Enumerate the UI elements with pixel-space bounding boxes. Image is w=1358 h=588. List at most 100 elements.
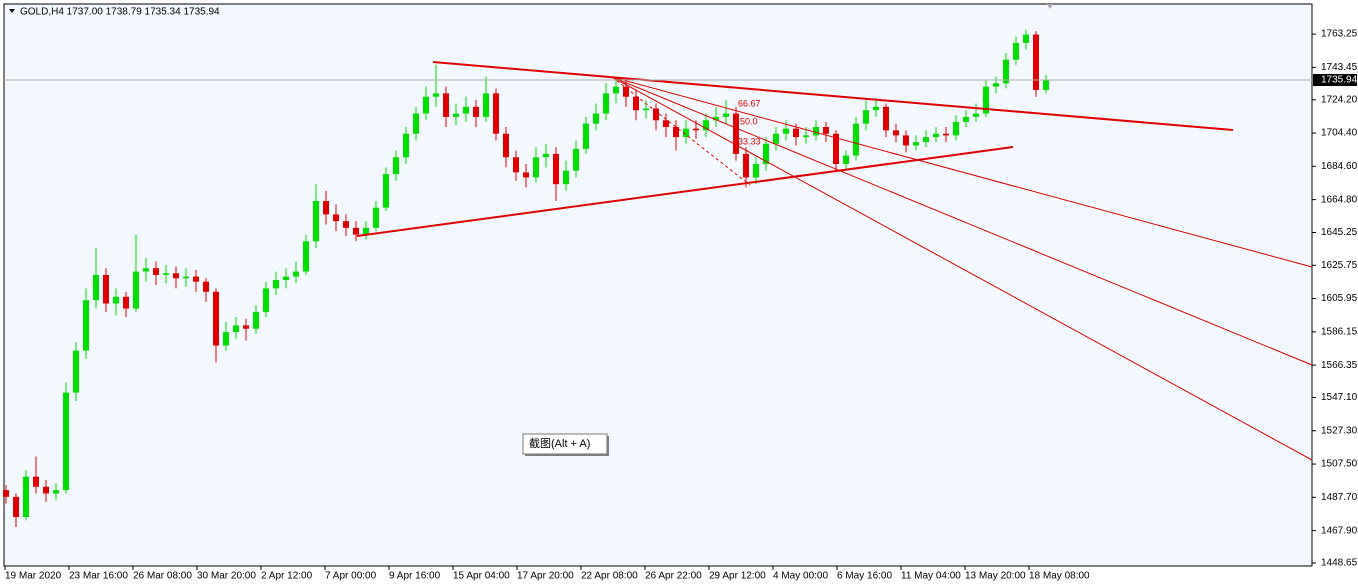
fan-label: 33.33 <box>738 136 761 146</box>
candle-body <box>613 86 619 94</box>
candle-body <box>943 133 949 136</box>
candle-body <box>73 350 79 393</box>
candle-body <box>463 106 469 114</box>
candle-body <box>113 296 119 304</box>
candle-body <box>623 86 629 97</box>
x-tick-label: 26 Apr 22:00 <box>645 571 702 582</box>
candle-body <box>103 274 109 304</box>
candle-body <box>93 274 99 301</box>
candle-body <box>83 300 89 351</box>
x-tick-label: 7 Apr 00:00 <box>325 571 377 582</box>
y-tick-label: 1763.25 <box>1321 29 1358 40</box>
candle-body <box>633 96 639 111</box>
candle-body <box>413 113 419 134</box>
candle-body <box>483 93 489 117</box>
last-price-label: 1735.94 <box>1321 75 1358 86</box>
candle-body <box>13 496 19 518</box>
candle-body <box>43 486 49 494</box>
chart-title: GOLD,H4 1737.00 1738.79 1735.34 1735.94 <box>20 7 220 18</box>
candle-body <box>813 126 819 136</box>
candle-body <box>873 106 879 111</box>
fan-label: 50.0 <box>740 116 758 126</box>
candle-body <box>743 153 749 178</box>
candle-body <box>533 157 539 178</box>
x-tick-label: 19 Mar 2020 <box>5 571 62 582</box>
candle-body <box>593 113 599 124</box>
y-tick-label: 1704.40 <box>1321 128 1358 139</box>
fan-line <box>611 76 1313 366</box>
candle-body <box>203 281 209 292</box>
y-tick-label: 1664.80 <box>1321 194 1358 205</box>
menu-arrow[interactable] <box>9 9 15 13</box>
y-tick-label: 1507.50 <box>1321 459 1358 470</box>
candle-body <box>793 128 799 138</box>
x-tick-label: 11 May 04:00 <box>901 571 961 582</box>
candle-body <box>503 133 509 158</box>
x-tick-label: 22 Apr 08:00 <box>581 571 638 582</box>
candle-body <box>353 227 359 235</box>
x-tick-label: 26 Mar 08:00 <box>133 571 192 582</box>
x-tick-label: 29 Apr 12:00 <box>709 571 766 582</box>
candle-body <box>433 93 439 97</box>
candle-body <box>493 93 499 134</box>
x-tick-label: 23 Mar 16:00 <box>69 571 128 582</box>
candle-body <box>133 271 139 309</box>
plot-area <box>3 3 1313 567</box>
candle-body <box>333 214 339 222</box>
candle-body <box>373 207 379 228</box>
candle-body <box>23 476 29 518</box>
candle-body <box>123 296 129 309</box>
candle-body <box>893 130 899 136</box>
candle-body <box>603 93 609 114</box>
y-tick-label: 1743.45 <box>1321 62 1358 73</box>
candle-body <box>713 116 719 121</box>
y-tick-label: 1645.25 <box>1321 227 1358 238</box>
candle-body <box>3 490 9 497</box>
candle-body <box>703 120 709 131</box>
candle-body <box>303 241 309 272</box>
candle-body <box>853 123 859 156</box>
candle-body <box>993 83 999 87</box>
y-tick-label: 1487.70 <box>1321 492 1358 503</box>
candle-body <box>183 276 189 279</box>
y-tick-label: 1547.10 <box>1321 392 1358 403</box>
candle-body <box>573 148 579 171</box>
candle-body <box>583 123 589 149</box>
candle-body <box>1013 42 1019 60</box>
candle-body <box>153 268 159 275</box>
y-tick-label: 1467.90 <box>1321 525 1358 536</box>
candle-body <box>823 126 829 134</box>
candle-body <box>913 142 919 146</box>
x-tick-label: 6 May 16:00 <box>837 571 892 582</box>
candle-body <box>843 155 849 164</box>
y-tick-label: 1527.30 <box>1321 425 1358 436</box>
candle-body <box>973 113 979 117</box>
candle-body <box>983 86 989 114</box>
y-tick-label: 1684.60 <box>1321 161 1358 172</box>
candle-body <box>663 120 669 127</box>
candle-body <box>63 392 69 491</box>
candle-body <box>563 170 569 185</box>
candle-body <box>253 311 259 329</box>
tooltip-box <box>522 433 608 455</box>
candle-body <box>553 153 559 185</box>
candle-body <box>403 133 409 158</box>
x-tick-label: 15 Apr 04:00 <box>453 571 510 582</box>
y-tick-label: 1448.65 <box>1321 558 1358 569</box>
candle-body <box>273 279 279 289</box>
candle-body <box>163 273 169 275</box>
candle-body <box>443 93 449 117</box>
drawing-objects: 66.67 50.0 33.33 <box>356 61 1313 461</box>
support-trendline <box>356 146 1014 237</box>
candle-body <box>833 133 839 164</box>
candle-body <box>1003 59 1009 84</box>
candle-body <box>953 121 959 136</box>
candle-body <box>513 157 519 173</box>
x-tick-label: 18 May 08:00 <box>1029 571 1090 582</box>
candle-body <box>193 276 199 282</box>
candle-body <box>263 288 269 312</box>
candle-body <box>763 143 769 164</box>
candle-body <box>243 325 249 329</box>
candle-body <box>753 163 759 178</box>
